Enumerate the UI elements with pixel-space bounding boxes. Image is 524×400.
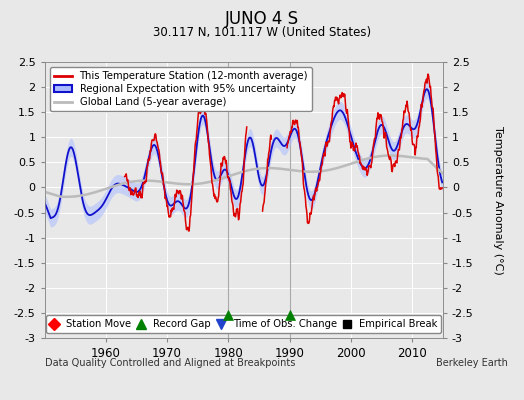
Text: Berkeley Earth: Berkeley Earth: [436, 358, 508, 368]
Text: 30.117 N, 101.117 W (United States): 30.117 N, 101.117 W (United States): [153, 26, 371, 39]
Text: Data Quality Controlled and Aligned at Breakpoints: Data Quality Controlled and Aligned at B…: [45, 358, 295, 368]
Legend: Station Move, Record Gap, Time of Obs. Change, Empirical Break: Station Move, Record Gap, Time of Obs. C…: [46, 315, 441, 333]
Y-axis label: Temperature Anomaly (°C): Temperature Anomaly (°C): [493, 126, 503, 274]
Text: JUNO 4 S: JUNO 4 S: [225, 10, 299, 28]
